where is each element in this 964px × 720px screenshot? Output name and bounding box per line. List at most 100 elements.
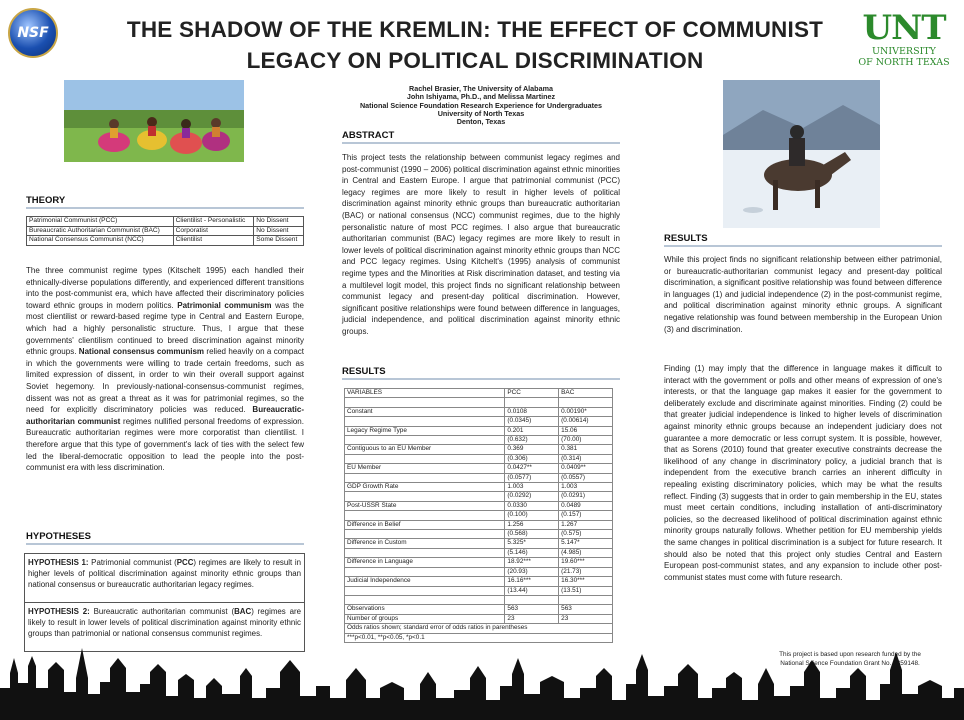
table-footnote: ***p<0.01, **p<0.05, *p<0.1 <box>344 632 613 643</box>
funding-note: This project is based upon research fund… <box>779 651 921 667</box>
table-cell: (0.0577) <box>504 472 560 484</box>
table-row: Difference in Belief 1.256 1.267 <box>343 519 613 531</box>
table-cell <box>343 547 506 559</box>
table-cell: (5.146) <box>504 547 560 559</box>
table-cell: (0.306) <box>504 453 560 465</box>
table-cell: Judicial Independence <box>343 576 506 587</box>
unt-logo: UNT UNIVERSITY OF NORTH TEXAS <box>858 8 950 68</box>
table-cell <box>343 529 506 540</box>
table-cell: 563 <box>504 604 560 615</box>
poster-title: THE SHADOW OF THE KREMLIN: THE EFFECT OF… <box>126 17 824 73</box>
table-cell: 23 <box>504 613 560 625</box>
table-row: (0.632) (70.00) <box>343 434 613 446</box>
table-cell <box>343 585 506 596</box>
table-cell <box>343 397 506 408</box>
table-cell <box>343 472 506 484</box>
table-cell: 23 <box>558 613 613 625</box>
table-row: (13.44) (13.51) <box>343 585 613 596</box>
table-row: (20.93) (21.73) <box>343 566 613 578</box>
table-cell: EU Member <box>343 463 506 474</box>
table-cell: 0.0409** <box>558 463 613 474</box>
table-cell: (0.0292) <box>504 491 560 502</box>
author-block: Rachel Brasier, The University of Alabam… <box>359 84 603 127</box>
table-cell: 18.92*** <box>504 557 560 568</box>
table-cell: 0.0427** <box>504 463 560 474</box>
table-cell: Difference in Custom <box>343 538 506 549</box>
table-row: Judicial Independence 16.16*** 16.30*** <box>343 576 613 587</box>
table-cell: Legacy Regime Type <box>343 425 506 437</box>
table-cell <box>343 566 506 578</box>
regression-table: VARIABLES PCC BAC Constant 0.0108 0.00190* (0… <box>343 387 613 643</box>
hypothesis-1: HYPOTHESIS 1: Patrimonial communist (PCC… <box>24 553 305 603</box>
table-footnote: Odds ratios shown; standard error of odd… <box>344 623 613 634</box>
table-row: Patrimonial Communist (PCC) Clientilist -… <box>26 216 304 227</box>
table-cell: 0.201 <box>504 425 560 437</box>
table-row: (0.306) (0.314) <box>343 453 613 465</box>
table-cell: (0.575) <box>558 529 613 540</box>
table-cell: (0.0291) <box>558 491 613 502</box>
table-row: (0.0345) (0.00614) <box>343 416 613 427</box>
table-cell: (0.314) <box>558 453 613 465</box>
table-cell: 0.00190* <box>558 406 613 418</box>
regime-type-table: Patrimonial Communist (PCC) Clientilist -… <box>26 216 304 246</box>
table-cell: 16.30*** <box>558 576 613 587</box>
table-cell: (70.00) <box>558 434 613 446</box>
table-cell: 1.267 <box>558 519 613 531</box>
table-cell: 19.60*** <box>558 557 613 568</box>
table-cell: 0.381 <box>558 444 613 455</box>
table-cell: Difference in Belief <box>343 519 506 531</box>
table-cell: 5.147* <box>558 538 613 549</box>
table-cell: (4.985) <box>558 547 613 559</box>
table-row: Contiguous to an EU Member 0.369 0.381 <box>343 444 613 455</box>
table-cell: (0.00614) <box>558 416 613 427</box>
table-cell: 0.0489 <box>558 500 613 512</box>
table-cell <box>343 434 506 446</box>
table-cell: 563 <box>558 604 613 615</box>
table-cell <box>558 397 613 408</box>
table-cell: (21.73) <box>558 566 613 578</box>
table-cell <box>504 594 560 606</box>
table-cell: (0.568) <box>504 529 560 540</box>
table-cell: (13.44) <box>504 585 560 596</box>
hypotheses-heading: HYPOTHESES <box>26 531 304 545</box>
table-cell <box>343 416 506 427</box>
table-cell: 0.0330 <box>504 500 560 512</box>
results-p2: Finding (1) may imply that the differenc… <box>664 364 942 582</box>
table-cell: Observations <box>343 604 506 615</box>
theory-text: The three communist regime types (Kitsch… <box>26 266 304 473</box>
table-cell: Contiguous to an EU Member <box>343 444 506 455</box>
table-cell: 15.06 <box>558 425 613 437</box>
table-row: Difference in Language 18.92*** 19.60*** <box>343 557 613 568</box>
table-cell <box>558 594 613 606</box>
table-header-row: VARIABLES PCC BAC <box>343 387 613 399</box>
table-cell: 1.003 <box>558 482 613 493</box>
table-cell <box>343 510 506 521</box>
table-row: (0.568) (0.575) <box>343 529 613 540</box>
table-row: (0.0577) (0.0557) <box>343 472 613 484</box>
table-cell: Constant <box>343 406 506 418</box>
table-cell: (20.93) <box>504 566 560 578</box>
table-row: (5.146) (4.985) <box>343 547 613 559</box>
dancers-photo <box>64 80 244 162</box>
table-cell: (13.51) <box>558 585 613 596</box>
table-cell: 0.369 <box>504 444 560 455</box>
table-row: (0.0292) (0.0291) <box>343 491 613 502</box>
theory-heading: THEORY <box>26 195 304 209</box>
table-cell: 16.16*** <box>504 576 560 587</box>
horseman-photo <box>723 80 880 228</box>
table-row <box>343 594 613 606</box>
table-row: Difference in Custom 5.325* 5.147* <box>343 538 613 549</box>
table-row: Legacy Regime Type 0.201 15.06 <box>343 425 613 437</box>
table-cell <box>343 491 506 502</box>
results-p1: While this project finds no significant … <box>664 255 942 334</box>
table-cell: (0.0557) <box>558 472 613 484</box>
table-row: GDP Growth Rate 1.003 1.003 <box>343 482 613 493</box>
results-table-heading: RESULTS <box>342 366 620 380</box>
table-row: Bureaucratic Authoritarian Communist (BA… <box>26 225 304 237</box>
table-cell: 5.325* <box>504 538 560 549</box>
nsf-logo: NSF <box>8 8 58 58</box>
hypothesis-2: HYPOTHESIS 2: Bureaucratic authoritarian… <box>24 602 305 652</box>
table-cell: (0.100) <box>504 510 560 521</box>
table-row <box>343 397 613 408</box>
table-cell: 1.003 <box>504 482 560 493</box>
